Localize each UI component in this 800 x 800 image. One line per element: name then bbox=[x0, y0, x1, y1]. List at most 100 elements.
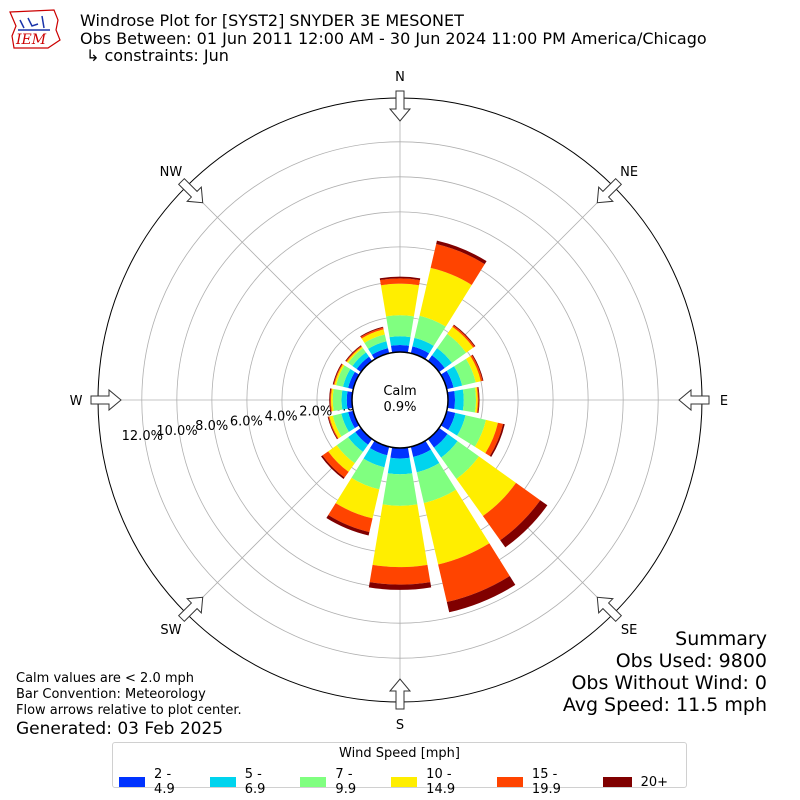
legend-swatch bbox=[300, 777, 327, 787]
flow-arrow-icon bbox=[177, 596, 204, 623]
bar-wsw-bin1 bbox=[348, 410, 360, 429]
bar-se-bin2 bbox=[434, 434, 458, 458]
bar-sw-bin5 bbox=[322, 451, 349, 478]
radial-tick-label: 10.0% bbox=[156, 424, 197, 439]
bar-ese-bin2 bbox=[448, 412, 466, 436]
bar-sse-bin3 bbox=[416, 463, 456, 504]
bar-sse-bin5 bbox=[438, 543, 510, 603]
bar-nne-bin1 bbox=[410, 346, 430, 360]
bar-se-bin4 bbox=[456, 456, 517, 517]
bar-nne-bin5 bbox=[430, 244, 485, 285]
bar-ssw-bin5 bbox=[328, 503, 373, 533]
bar-se-bin1 bbox=[427, 427, 448, 448]
legend-label: 2 - 4.9 bbox=[154, 767, 175, 797]
chart-constraints: ↳ constraints: Jun bbox=[86, 46, 229, 65]
bar-ene-bin1 bbox=[440, 370, 454, 390]
calm-note: Calm values are < 2.0 mph bbox=[16, 671, 195, 686]
legend-swatch bbox=[119, 777, 146, 787]
bar-wnw-bin3 bbox=[336, 365, 351, 387]
legend-item: 7 - 9.9 bbox=[300, 767, 373, 797]
direction-label-sw: SW bbox=[160, 623, 181, 638]
avg-speed: Avg Speed: 11.5 mph bbox=[562, 694, 767, 716]
bar-w-bin2 bbox=[341, 390, 348, 410]
bar-ene-bin6 bbox=[471, 354, 484, 381]
bar-sw-bin2 bbox=[348, 431, 369, 452]
bar-ese-bin4 bbox=[474, 419, 498, 454]
bar-ne-bin1 bbox=[427, 355, 445, 373]
obs-without-wind: Obs Without Wind: 0 bbox=[571, 672, 767, 694]
bar-nw-bin3 bbox=[348, 348, 366, 366]
legend-title: Wind Speed [mph] bbox=[339, 746, 460, 761]
bar-w-bin6 bbox=[329, 388, 332, 412]
bar-ene-bin3 bbox=[454, 358, 476, 386]
bar-nnw-bin1 bbox=[371, 348, 390, 360]
bar-ssw-bin1 bbox=[369, 440, 390, 456]
bar-nnw-bin6 bbox=[360, 326, 384, 337]
bar-n-bin1 bbox=[390, 344, 410, 353]
bar-n-bin4 bbox=[380, 283, 420, 317]
chart-notes: Calm values are < 2.0 mph Bar Convention… bbox=[16, 671, 242, 719]
bar-ne-bin3 bbox=[437, 333, 467, 363]
iem-logo: IEM bbox=[9, 9, 61, 49]
flow-arrow-icon bbox=[678, 388, 710, 412]
legend-items: 2 - 4.9 5 - 6.9 7 - 9.9 10 - 14.9 15 - 19.9 2… bbox=[119, 767, 686, 797]
flow-arrow-icon bbox=[177, 177, 204, 204]
calm-value: 0.9% bbox=[383, 400, 416, 415]
obs-used: Obs Used: 9800 bbox=[615, 650, 767, 672]
direction-label-ne: NE bbox=[620, 165, 638, 180]
chart-title: Windrose Plot for [SYST2] SNYDER 3E MESO… bbox=[80, 11, 464, 30]
legend-item: 20+ bbox=[602, 767, 668, 797]
legend-label: 5 - 6.9 bbox=[244, 767, 266, 797]
bar-ne-bin2 bbox=[431, 348, 452, 369]
legend-label: 10 - 14.9 bbox=[426, 767, 456, 797]
bar-w-bin5 bbox=[330, 388, 332, 412]
bar-wsw-bin4 bbox=[329, 415, 342, 439]
bar-ese-bin3 bbox=[457, 415, 487, 447]
bar-ese-bin1 bbox=[440, 410, 456, 431]
ring-gridline bbox=[176, 176, 624, 624]
bar-nne-bin2 bbox=[412, 337, 434, 354]
bar-sw-bin6 bbox=[321, 455, 345, 479]
legend-label: 15 - 19.9 bbox=[531, 767, 561, 797]
bar-e-bin1 bbox=[447, 390, 456, 410]
legend-swatch bbox=[391, 777, 418, 787]
direction-label-se: SE bbox=[621, 623, 637, 638]
radial-tick-label: 2.0% bbox=[299, 405, 332, 420]
bar-sse-bin4 bbox=[423, 489, 490, 565]
flow-note: Flow arrows relative to plot center. bbox=[16, 703, 242, 718]
bar-n-bin5 bbox=[380, 278, 420, 286]
bar-wnw-bin2 bbox=[343, 369, 355, 388]
legend-label: 20+ bbox=[640, 774, 668, 790]
bar-e-bin3 bbox=[462, 387, 477, 413]
bar-e-bin5 bbox=[476, 387, 479, 413]
bar-sse-bin2 bbox=[413, 449, 440, 473]
bar-ne-bin6 bbox=[453, 324, 476, 347]
bar-ssw-bin4 bbox=[335, 477, 380, 519]
radial-tick-label: 8.0% bbox=[195, 419, 228, 434]
direction-label-n: N bbox=[395, 70, 405, 85]
bar-wnw-bin1 bbox=[348, 371, 360, 390]
bar-sw-bin1 bbox=[355, 427, 373, 445]
bar-ssw-bin3 bbox=[351, 458, 385, 490]
bar-wnw-bin5 bbox=[333, 363, 343, 385]
bar-sw-bin4 bbox=[328, 445, 355, 472]
bar-ssw-bin2 bbox=[363, 448, 388, 468]
bar-w-bin1 bbox=[346, 391, 353, 409]
bar-n-bin3 bbox=[386, 315, 414, 338]
summary-box: Summary Obs Used: 9800 Obs Without Wind:… bbox=[563, 628, 767, 716]
bar-e-bin4 bbox=[474, 387, 478, 413]
bar-ese-bin6 bbox=[489, 423, 505, 457]
legend-item: 5 - 6.9 bbox=[209, 767, 283, 797]
logo-text: IEM bbox=[15, 32, 47, 48]
flow-arrow-icon bbox=[90, 388, 122, 412]
bar-nnw-bin2 bbox=[368, 341, 388, 355]
bar-e-bin6 bbox=[477, 386, 480, 414]
bar-se-bin3 bbox=[441, 441, 479, 479]
flow-arrow-icon bbox=[596, 177, 623, 204]
bar-n-bin6 bbox=[379, 276, 421, 281]
bar-se-bin5 bbox=[482, 482, 541, 541]
bar-se-bin6 bbox=[500, 500, 548, 548]
generated-date: Generated: 03 Feb 2025 bbox=[16, 719, 224, 739]
radial-gridline bbox=[186, 186, 367, 367]
legend: Wind Speed [mph] 2 - 4.9 5 - 6.9 7 - 9.9 10… bbox=[112, 742, 687, 797]
